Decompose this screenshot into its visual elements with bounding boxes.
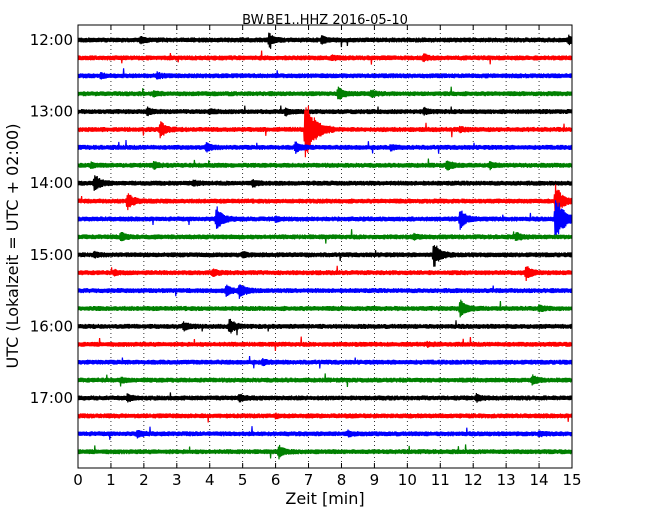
- trace-row: [77, 265, 573, 282]
- x-tick-label: 5: [238, 471, 248, 489]
- y-tick-label: 16:00: [30, 317, 73, 335]
- trace-row: [77, 355, 573, 369]
- x-tick-label: 12: [464, 471, 483, 489]
- x-tick-label: 4: [205, 471, 215, 489]
- trace-row: [77, 105, 573, 158]
- trace-row: [77, 50, 573, 65]
- x-tick-label: 1: [106, 471, 116, 489]
- x-tick-label: 10: [398, 471, 417, 489]
- trace-row: [77, 140, 573, 154]
- trace-row: [77, 336, 573, 352]
- trace-row: [77, 373, 573, 388]
- y-tick-label: 17:00: [30, 389, 73, 407]
- x-tick-label: 15: [562, 471, 581, 489]
- trace-row: [77, 245, 573, 267]
- x-axis: 0 1 2 3 4 5 6 7 8 9 10 11 12 13 14 15: [73, 25, 582, 489]
- trace-row: [77, 86, 573, 100]
- trace-row: [77, 426, 573, 440]
- grid-lines: [110, 25, 540, 468]
- x-tick-label: 11: [431, 471, 450, 489]
- x-axis-label: Zeit [min]: [285, 489, 364, 508]
- trace-row: [77, 175, 573, 191]
- x-tick-label: 9: [370, 471, 380, 489]
- trace-row: [77, 32, 573, 49]
- traces: [77, 32, 573, 460]
- chart-title: BW.BE1..HHZ 2016-05-10: [242, 13, 408, 28]
- trace-row: [77, 229, 573, 244]
- trace-row: [77, 68, 573, 80]
- x-tick-label: 2: [139, 471, 149, 489]
- trace-row: [77, 105, 573, 117]
- trace-row: [77, 392, 573, 403]
- trace-row: [77, 200, 573, 237]
- trace-row: [77, 444, 573, 460]
- y-axis-label: UTC (Lokalzeit = UTC + 02:00): [3, 124, 22, 369]
- x-tick-label: 13: [497, 471, 516, 489]
- y-axis: 12:00 13:00 14:00 15:00 16:00 17:00: [30, 31, 572, 407]
- y-tick-label: 13:00: [30, 103, 73, 121]
- x-tick-label: 0: [73, 471, 83, 489]
- x-tick-label: 3: [172, 471, 182, 489]
- trace-row: [77, 412, 573, 423]
- x-tick-label: 8: [337, 471, 347, 489]
- x-tick-label: 14: [530, 471, 549, 489]
- trace-row: [77, 184, 573, 215]
- plot-frame: [77, 24, 573, 469]
- trace-row: [77, 299, 573, 318]
- trace-row: [77, 284, 573, 299]
- y-tick-label: 14:00: [30, 174, 73, 192]
- trace-row: [77, 158, 573, 171]
- x-tick-label: 6: [271, 471, 281, 489]
- y-tick-label: 15:00: [30, 246, 73, 264]
- x-tick-label: 7: [304, 471, 314, 489]
- y-tick-label: 12:00: [30, 31, 73, 49]
- trace-row: [77, 318, 573, 336]
